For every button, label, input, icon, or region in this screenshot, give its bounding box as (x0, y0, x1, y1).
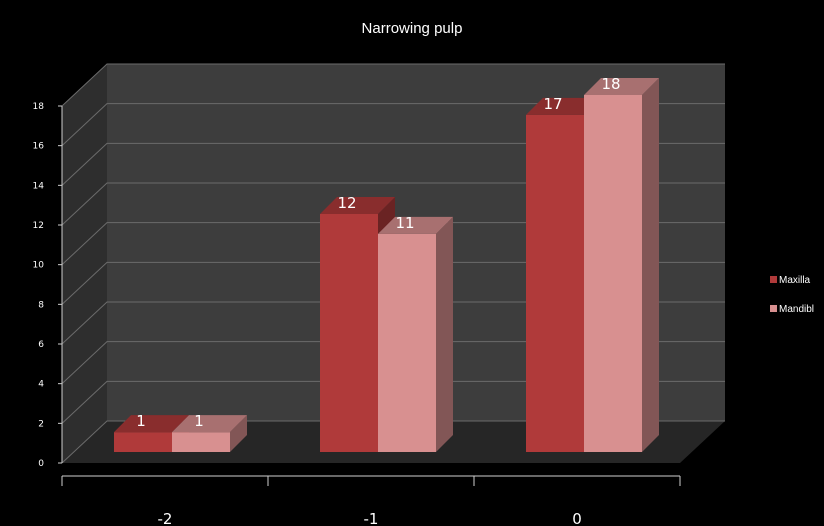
side-wall (62, 64, 107, 463)
y-tick-label: 10 (33, 261, 45, 271)
data-label: 1 (136, 412, 146, 430)
bar-side (436, 216, 453, 452)
legend-swatch (770, 305, 777, 312)
data-label: 1 (194, 412, 204, 430)
gridline (61, 222, 725, 266)
bar-top (114, 415, 189, 433)
legend-label: Maxilla (779, 275, 811, 286)
gridline (61, 261, 725, 305)
gridline (61, 182, 725, 226)
bar-front (584, 95, 642, 452)
y-tick-label: 16 (33, 142, 45, 152)
gridline (61, 301, 725, 345)
bar (584, 78, 659, 452)
legend-label: Mandibl (779, 304, 814, 315)
y-tick-label: 12 (33, 221, 44, 231)
x-tick-label: 0 (572, 510, 582, 526)
gridlines (61, 63, 725, 464)
bar (378, 216, 453, 452)
gridline (61, 380, 725, 424)
x-tick-label: -2 (158, 510, 173, 526)
y-tick-label: 2 (38, 419, 44, 429)
bar-front (114, 432, 172, 452)
bar-side (230, 415, 247, 452)
data-label: 12 (337, 194, 356, 212)
bar-side (642, 78, 659, 452)
y-tick-label: 6 (38, 340, 44, 350)
y-tick-label: 14 (33, 181, 45, 191)
bar-front (320, 214, 378, 452)
y-tick-label: 4 (38, 380, 44, 390)
bar-front (172, 432, 230, 452)
data-label: 18 (601, 75, 620, 93)
bar-front (378, 233, 436, 452)
bar-front (526, 114, 584, 452)
gridline (61, 142, 725, 186)
data-label: 11 (395, 214, 414, 232)
y-axis: 0 2 4 6 8 10 12 14 16 18 (33, 102, 63, 469)
y-tick-label: 8 (38, 300, 44, 310)
bar-top (172, 415, 247, 433)
y-tick-label: 18 (33, 102, 45, 112)
bar-top (584, 78, 659, 95)
bars (114, 78, 659, 452)
gridline (61, 341, 725, 385)
gridline (61, 420, 725, 464)
bar (172, 415, 247, 452)
y-tick-label: 0 (38, 459, 44, 469)
gridline (61, 63, 725, 107)
bar-top (526, 97, 601, 115)
legend: Maxilla Mandibl (770, 275, 814, 315)
data-label: 17 (543, 95, 562, 113)
x-tick-label: -1 (364, 510, 379, 526)
gridline (61, 103, 725, 147)
x-axis: -2 -1 0 (61, 475, 681, 526)
bar-top (378, 216, 453, 234)
bar-top (320, 197, 395, 214)
legend-swatch (770, 276, 777, 283)
chart-title: Narrowing pulp (362, 20, 463, 37)
